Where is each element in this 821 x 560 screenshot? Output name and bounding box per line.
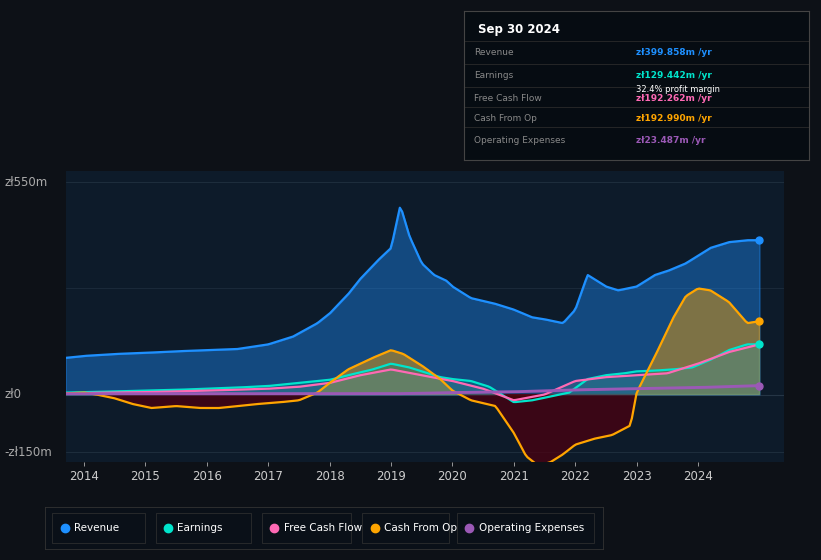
Text: Earnings: Earnings: [475, 71, 513, 80]
Text: zł192.262m /yr: zł192.262m /yr: [636, 94, 712, 103]
Text: Free Cash Flow: Free Cash Flow: [475, 94, 542, 103]
Text: zł399.858m /yr: zł399.858m /yr: [636, 48, 712, 57]
Text: Free Cash Flow: Free Cash Flow: [283, 523, 362, 533]
Text: zł192.990m /yr: zł192.990m /yr: [636, 114, 712, 123]
Text: Sep 30 2024: Sep 30 2024: [478, 23, 560, 36]
Text: -zł150m: -zł150m: [4, 446, 52, 459]
Text: Revenue: Revenue: [74, 523, 119, 533]
Text: Operating Expenses: Operating Expenses: [479, 523, 585, 533]
Text: Operating Expenses: Operating Expenses: [475, 136, 566, 145]
Text: zł23.487m /yr: zł23.487m /yr: [636, 136, 706, 145]
Text: zł129.442m /yr: zł129.442m /yr: [636, 71, 712, 80]
Text: 32.4% profit margin: 32.4% profit margin: [636, 85, 720, 94]
Text: Cash From Op: Cash From Op: [384, 523, 457, 533]
Text: Revenue: Revenue: [475, 48, 514, 57]
Text: zł0: zł0: [4, 388, 21, 401]
Text: Cash From Op: Cash From Op: [475, 114, 537, 123]
Text: Earnings: Earnings: [177, 523, 223, 533]
Text: zł550m: zł550m: [4, 176, 48, 189]
